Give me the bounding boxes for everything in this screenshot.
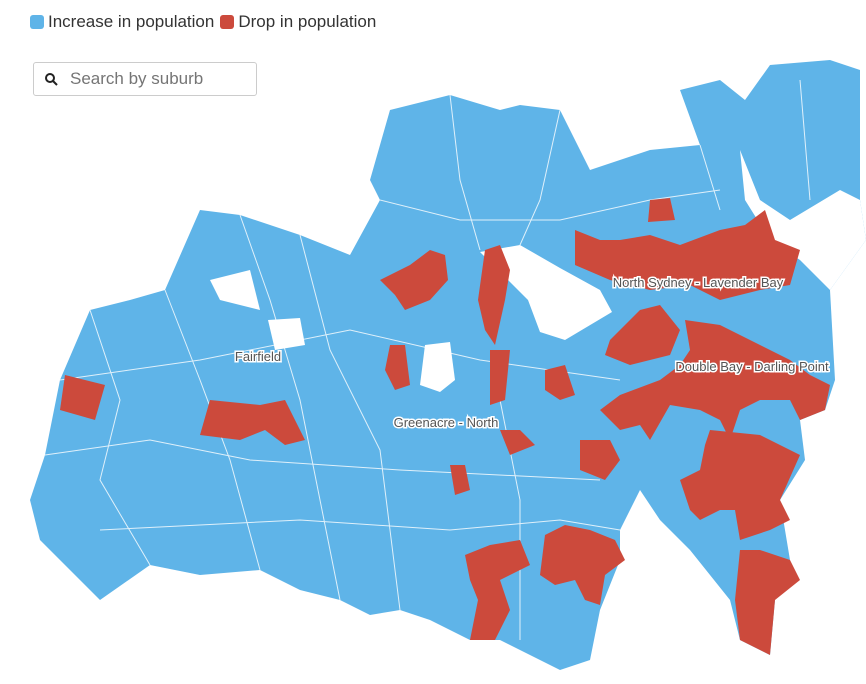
region [490,350,510,405]
region [540,525,625,605]
region [478,245,510,345]
region [500,430,535,455]
lake [420,342,455,392]
region [545,365,575,400]
harbour [480,245,612,340]
gap [740,150,866,290]
region [580,440,620,480]
region [648,198,675,222]
gap [268,318,305,350]
region [380,250,448,310]
region [465,540,530,640]
place-label: Double Bay - Darling Point [675,359,829,374]
search-icon [45,73,58,86]
gap [210,270,260,310]
region [575,210,800,300]
legend-item: Increase in population [30,12,214,32]
place-label: Fairfield [235,349,281,364]
region [200,400,305,445]
water [210,150,866,392]
drop-regions [60,198,830,655]
legend-swatch [220,15,235,29]
place-label: Greenacre - North [394,415,499,430]
search-box[interactable] [33,62,257,96]
region [450,465,470,495]
region [600,320,830,440]
legend-label: Increase in population [48,12,215,31]
legend: Increase in population Drop in populatio… [30,12,376,32]
region [680,430,800,540]
legend-label: Drop in population [238,12,377,31]
region [735,550,800,655]
legend-item: Drop in population [220,12,376,32]
region [605,305,680,365]
search-input[interactable] [68,68,252,90]
region [385,345,410,390]
region [60,375,105,420]
place-label: North Sydney - Lavender Bay [613,275,784,290]
legend-swatch [30,15,44,29]
